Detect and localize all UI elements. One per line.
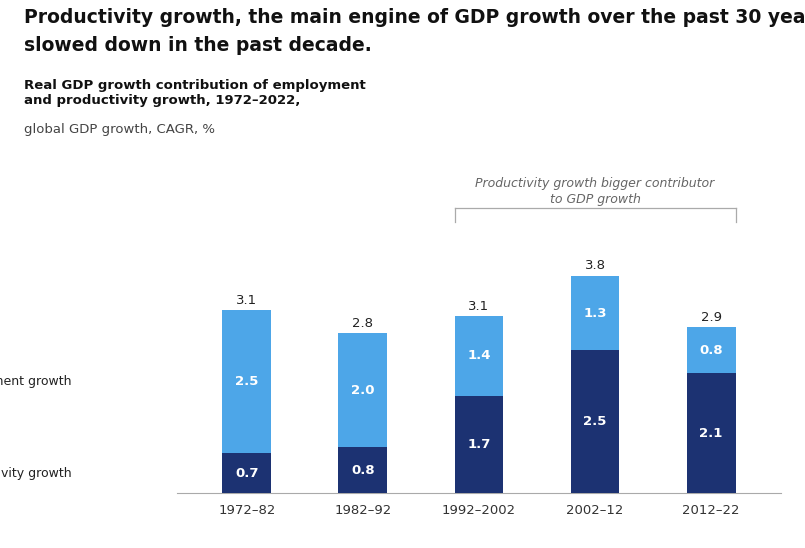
- Text: Employment growth: Employment growth: [0, 375, 72, 388]
- Text: Productivity growth bigger contributor
to GDP growth: Productivity growth bigger contributor t…: [476, 178, 715, 206]
- Bar: [455, 396, 503, 493]
- Bar: [571, 276, 620, 350]
- Text: global GDP growth, CAGR, %: global GDP growth, CAGR, %: [24, 123, 215, 136]
- Bar: [687, 327, 736, 373]
- Text: 0.8: 0.8: [351, 464, 374, 477]
- Text: 3.1: 3.1: [236, 294, 258, 307]
- Text: 2.5: 2.5: [584, 415, 607, 428]
- Text: 1.4: 1.4: [467, 350, 491, 362]
- Text: Real GDP growth contribution of employment
and productivity growth, 1972–2022,: Real GDP growth contribution of employme…: [24, 79, 366, 107]
- Text: 3.1: 3.1: [469, 300, 489, 312]
- Text: 0.8: 0.8: [700, 344, 723, 357]
- Text: 2.9: 2.9: [700, 311, 722, 324]
- Text: 1.7: 1.7: [467, 438, 491, 451]
- Text: 2.5: 2.5: [235, 375, 258, 388]
- Text: 2.0: 2.0: [351, 384, 374, 397]
- Text: 1.3: 1.3: [584, 306, 607, 319]
- Text: 2.1: 2.1: [700, 427, 723, 439]
- Text: Productivity growth, the main engine of GDP growth over the past 30 years,: Productivity growth, the main engine of …: [24, 8, 805, 27]
- Bar: [338, 333, 387, 448]
- Text: Productivity growth: Productivity growth: [0, 467, 72, 480]
- Bar: [338, 448, 387, 493]
- Bar: [687, 373, 736, 493]
- Text: 2.8: 2.8: [353, 317, 374, 330]
- Bar: [222, 453, 271, 493]
- Text: 3.8: 3.8: [584, 259, 605, 272]
- Bar: [222, 310, 271, 453]
- Text: 0.7: 0.7: [235, 467, 258, 480]
- Text: slowed down in the past decade.: slowed down in the past decade.: [24, 36, 372, 55]
- Bar: [571, 350, 620, 493]
- Bar: [455, 316, 503, 396]
